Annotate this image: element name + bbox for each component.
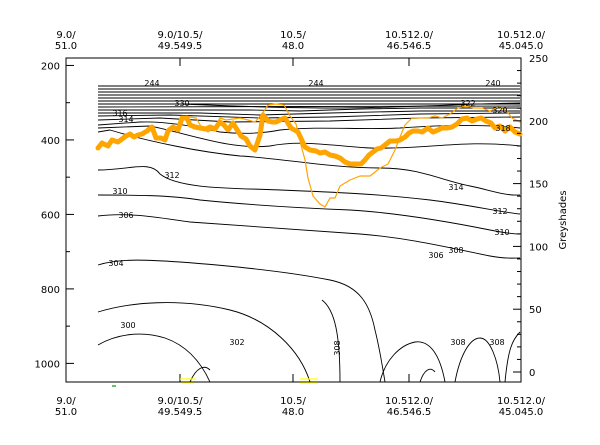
contour-label: 240 [485,79,500,88]
bottom-tick-label-line1: 10.512.0/ [385,396,434,407]
contour-line [454,337,501,383]
contour-label: 322 [460,99,475,108]
left-tick-label: 1000 [35,359,60,370]
contour-lines [97,85,521,383]
contour-label: 310 [112,187,127,196]
bottom-tick-label-line1: 10.512.0/ [497,396,546,407]
right-tick-label: 50 [529,305,542,316]
contour-line [98,110,520,116]
contour-label: 302 [229,338,244,347]
right-tick-label: 100 [529,242,548,253]
bottom-tick-label-line1: 10.5/ [280,396,306,407]
right-tick-label: 150 [529,180,548,191]
top-tick-label-line1: 9.0/ [56,30,76,41]
top-tick-label-line2: 48.0 [282,41,304,52]
contour-label: 310 [494,228,509,237]
contour-line [97,105,521,108]
contour-line [97,125,521,149]
contour-label: 308 [489,338,504,347]
bottom-tick-label-line1: 9.0/ [56,396,76,407]
contour-line [97,194,521,235]
right-y-axis: 0 50 100 150 200 250 [513,54,548,379]
contour-label: 308 [450,338,465,347]
top-tick-label-line1: 10.512.0/ [385,30,434,41]
bottom-tick-label-line1: 9.0/10.5/ [158,396,204,407]
contour-label: 306 [118,211,133,220]
contour-label: 312 [164,171,179,180]
top-tick-label-line2: 49.549.5 [158,41,203,52]
contour-label: 316 [112,109,127,118]
legend-marks [112,378,318,387]
right-tick-label: 250 [529,54,548,65]
top-tick-label-line2: 45.045.0 [499,41,544,52]
contour-line [321,299,341,383]
top-tick-label-line2: 51.0 [55,41,77,52]
bottom-tick-label-line2: 51.0 [55,407,77,418]
series-layer [95,103,523,208]
top-tick-label-line2: 46.546.5 [387,41,432,52]
contour-line [97,302,311,383]
top-tick-label-line1: 10.5/ [280,30,306,41]
top-tick-label-line1: 10.512.0/ [497,30,546,41]
right-tick-label: 0 [529,368,535,379]
contour-line [97,129,521,196]
left-tick-label: 400 [41,136,60,147]
contour-label: 244 [308,79,323,88]
contour-label: 330 [174,99,189,108]
thick-orange-series-line [95,112,523,167]
thin-orange-series-line [177,103,521,208]
contour-line [97,259,386,383]
contour-label: 320 [492,106,507,115]
contour-label: 304 [108,259,123,268]
top-tick-label-line1: 9.0/10.5/ [158,30,204,41]
top-x-axis: 9.0/51.0 9.0/10.5/49.549.5 10.5/48.0 10.512… [55,30,546,66]
contour-line [379,341,446,383]
contour-line [97,166,521,215]
contour-label: 314 [448,183,463,192]
bottom-tick-label-line2: 45.045.0 [499,407,544,418]
contour-label: 308 [333,340,342,355]
contour-line [97,214,521,259]
bottom-tick-label-line2: 49.549.5 [158,407,203,418]
right-axis-title: Greyshades [558,190,569,249]
contour-label: 306 [428,251,443,260]
bottom-tick-label-line2: 46.546.5 [387,407,432,418]
bottom-tick-label-line2: 48.0 [282,407,304,418]
contour-label: 312 [492,207,507,216]
contour-label: 318 [495,124,510,133]
right-tick-label: 200 [529,117,548,128]
contour-line [98,107,520,112]
contour-label: 244 [144,79,159,88]
contour-line [504,331,521,383]
contour-line [98,102,521,109]
contour-label: 308 [448,246,463,255]
left-tick-label: 200 [41,61,60,72]
left-y-axis: 200 400 600 800 1000 [35,61,74,370]
contour-line [189,366,211,383]
contour-line [419,368,436,383]
bottom-x-axis: 9.0/51.0 9.0/10.5/49.549.5 10.5/48.0 10.512… [55,374,546,418]
contour-line [97,333,211,383]
left-tick-label: 600 [41,210,60,221]
contour-label: 300 [120,321,135,330]
contour-line [97,112,521,119]
left-tick-label: 800 [41,285,60,296]
contour-label: 314 [118,115,133,124]
